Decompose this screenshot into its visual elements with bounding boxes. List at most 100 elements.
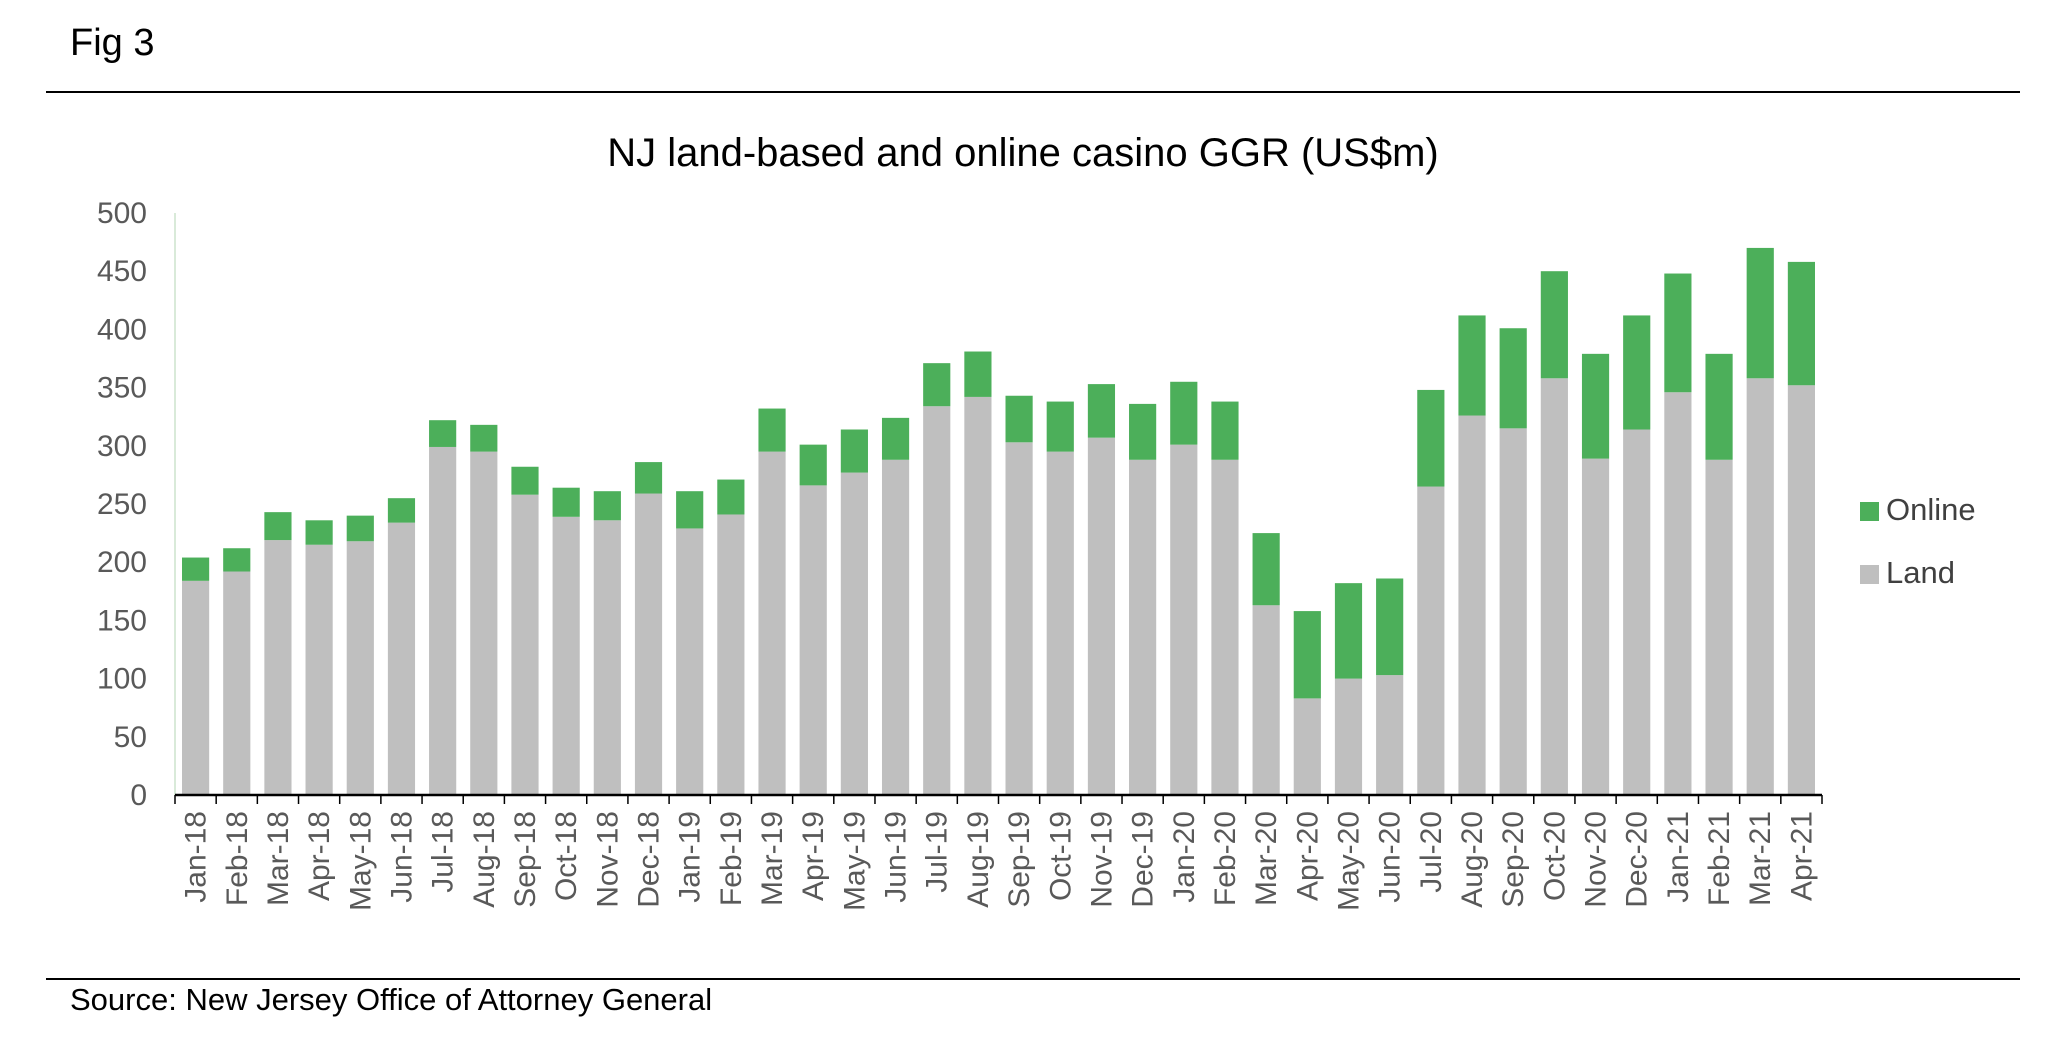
bar-land <box>923 406 951 795</box>
x-tick-label: Feb-21 <box>1703 811 1736 906</box>
x-tick-label: Mar-19 <box>756 811 789 906</box>
bar-land <box>1252 605 1280 795</box>
bar-online <box>964 351 992 397</box>
bar-land <box>881 459 910 795</box>
source-note: Source: New Jersey Office of Attorney Ge… <box>70 982 713 1017</box>
bar-online <box>1705 353 1733 460</box>
x-tick-label: Mar-20 <box>1250 811 1283 906</box>
bar-land <box>1046 451 1074 795</box>
x-tick-label: Aug-19 <box>962 811 995 908</box>
x-tick-label: Jan-19 <box>674 811 707 903</box>
bar-online <box>634 462 663 494</box>
bar-land <box>758 451 786 795</box>
bar-online <box>1540 271 1568 379</box>
x-axis: Jan-18 Feb-18 Mar-18 Apr-18 May-18 Jun-18 Jul-… <box>174 793 1823 911</box>
bar-online <box>717 479 745 515</box>
bar-land <box>223 571 251 795</box>
x-tick-label: May-19 <box>838 811 871 911</box>
x-tick-label: Jan-21 <box>1662 811 1695 903</box>
bar-online <box>1499 328 1527 429</box>
y-tick-label: 350 <box>97 372 147 405</box>
bar-land <box>1376 675 1404 795</box>
y-tick-label: 300 <box>97 430 147 463</box>
bar-land <box>1787 385 1816 795</box>
bar-online <box>799 444 827 486</box>
bar-online <box>1458 315 1486 416</box>
x-tick-label: Nov-20 <box>1580 811 1613 908</box>
figure-label: Fig 3 <box>70 22 155 64</box>
bar-land <box>1293 698 1321 795</box>
bar-land <box>1623 429 1651 795</box>
bar-land <box>840 472 868 795</box>
x-tick-label: Dec-18 <box>633 811 666 908</box>
bottom-divider <box>46 978 2020 980</box>
y-tick-label: 250 <box>97 488 147 521</box>
y-axis: 0 50 100 150 200 250 300 350 400 450 500 <box>97 197 176 812</box>
bar-online <box>758 408 786 452</box>
bar-land <box>511 494 539 795</box>
x-tick-label: Oct-20 <box>1538 811 1571 901</box>
x-tick-label: Dec-19 <box>1127 811 1160 908</box>
bar-online <box>1417 389 1445 487</box>
bar-online <box>511 466 539 495</box>
bar-land <box>387 522 416 795</box>
bar-land <box>1664 392 1692 795</box>
bar-land <box>676 528 704 795</box>
bar-land <box>1334 678 1363 795</box>
bar-land <box>593 520 621 795</box>
y-tick-label: 100 <box>97 663 147 696</box>
bar-land <box>1458 415 1486 795</box>
bar-online <box>181 557 210 581</box>
x-tick-label: Sep-19 <box>1003 811 1036 908</box>
bar-land <box>264 540 292 795</box>
bar-land <box>1211 459 1239 795</box>
bar-online <box>1664 273 1692 393</box>
x-tick-label: May-18 <box>344 811 377 911</box>
x-tick-label: Nov-19 <box>1085 811 1118 908</box>
x-tick-label: Mar-21 <box>1744 811 1777 906</box>
x-tick-label: Apr-21 <box>1785 811 1818 901</box>
bar-online <box>387 498 416 523</box>
legend-swatch-land <box>1860 565 1879 584</box>
bar-online <box>1746 247 1774 379</box>
x-tick-label: Aug-20 <box>1456 811 1489 908</box>
x-tick-label: Apr-19 <box>797 811 830 901</box>
x-tick-label: Jul-19 <box>921 811 954 893</box>
x-tick-label: Jan-18 <box>180 811 213 903</box>
x-tick-label: Jun-19 <box>880 811 913 903</box>
bar-online <box>1334 583 1363 679</box>
bar-land <box>1170 444 1198 795</box>
bar-online <box>923 363 951 407</box>
x-tick-label: Sep-20 <box>1497 811 1530 908</box>
bar-online <box>346 515 374 542</box>
bar-online <box>1005 395 1033 443</box>
stacked-bar-chart: NJ land-based and online casino GGR (US$… <box>97 131 1976 911</box>
y-tick-label: 150 <box>97 604 147 637</box>
x-tick-label: Apr-18 <box>303 811 336 901</box>
bar-land <box>1129 459 1157 795</box>
bar-land <box>964 396 992 795</box>
x-tick-label: Apr-20 <box>1291 811 1324 901</box>
bar-online <box>264 512 292 541</box>
bar-land <box>717 514 745 795</box>
bar-online <box>840 429 868 473</box>
bar-online <box>1252 533 1280 606</box>
bars <box>181 247 1816 795</box>
x-tick-label: Aug-18 <box>468 811 501 908</box>
bar-land <box>1746 378 1774 795</box>
y-tick-label: 450 <box>97 255 147 288</box>
bar-land <box>181 580 210 795</box>
legend-label-online: Online <box>1886 492 1976 527</box>
x-tick-label: Feb-18 <box>221 811 254 906</box>
bar-land <box>470 451 498 795</box>
bar-online <box>552 487 580 517</box>
top-divider <box>46 91 2020 93</box>
bar-online <box>1087 384 1116 438</box>
y-tick-label: 200 <box>97 546 147 579</box>
x-tick-label: Jul-20 <box>1415 811 1448 893</box>
bar-land <box>552 516 580 795</box>
bar-land <box>1005 442 1033 795</box>
bar-land <box>1087 437 1116 795</box>
x-tick-label: Mar-18 <box>262 811 295 906</box>
x-tick-label: Jun-18 <box>385 811 418 903</box>
